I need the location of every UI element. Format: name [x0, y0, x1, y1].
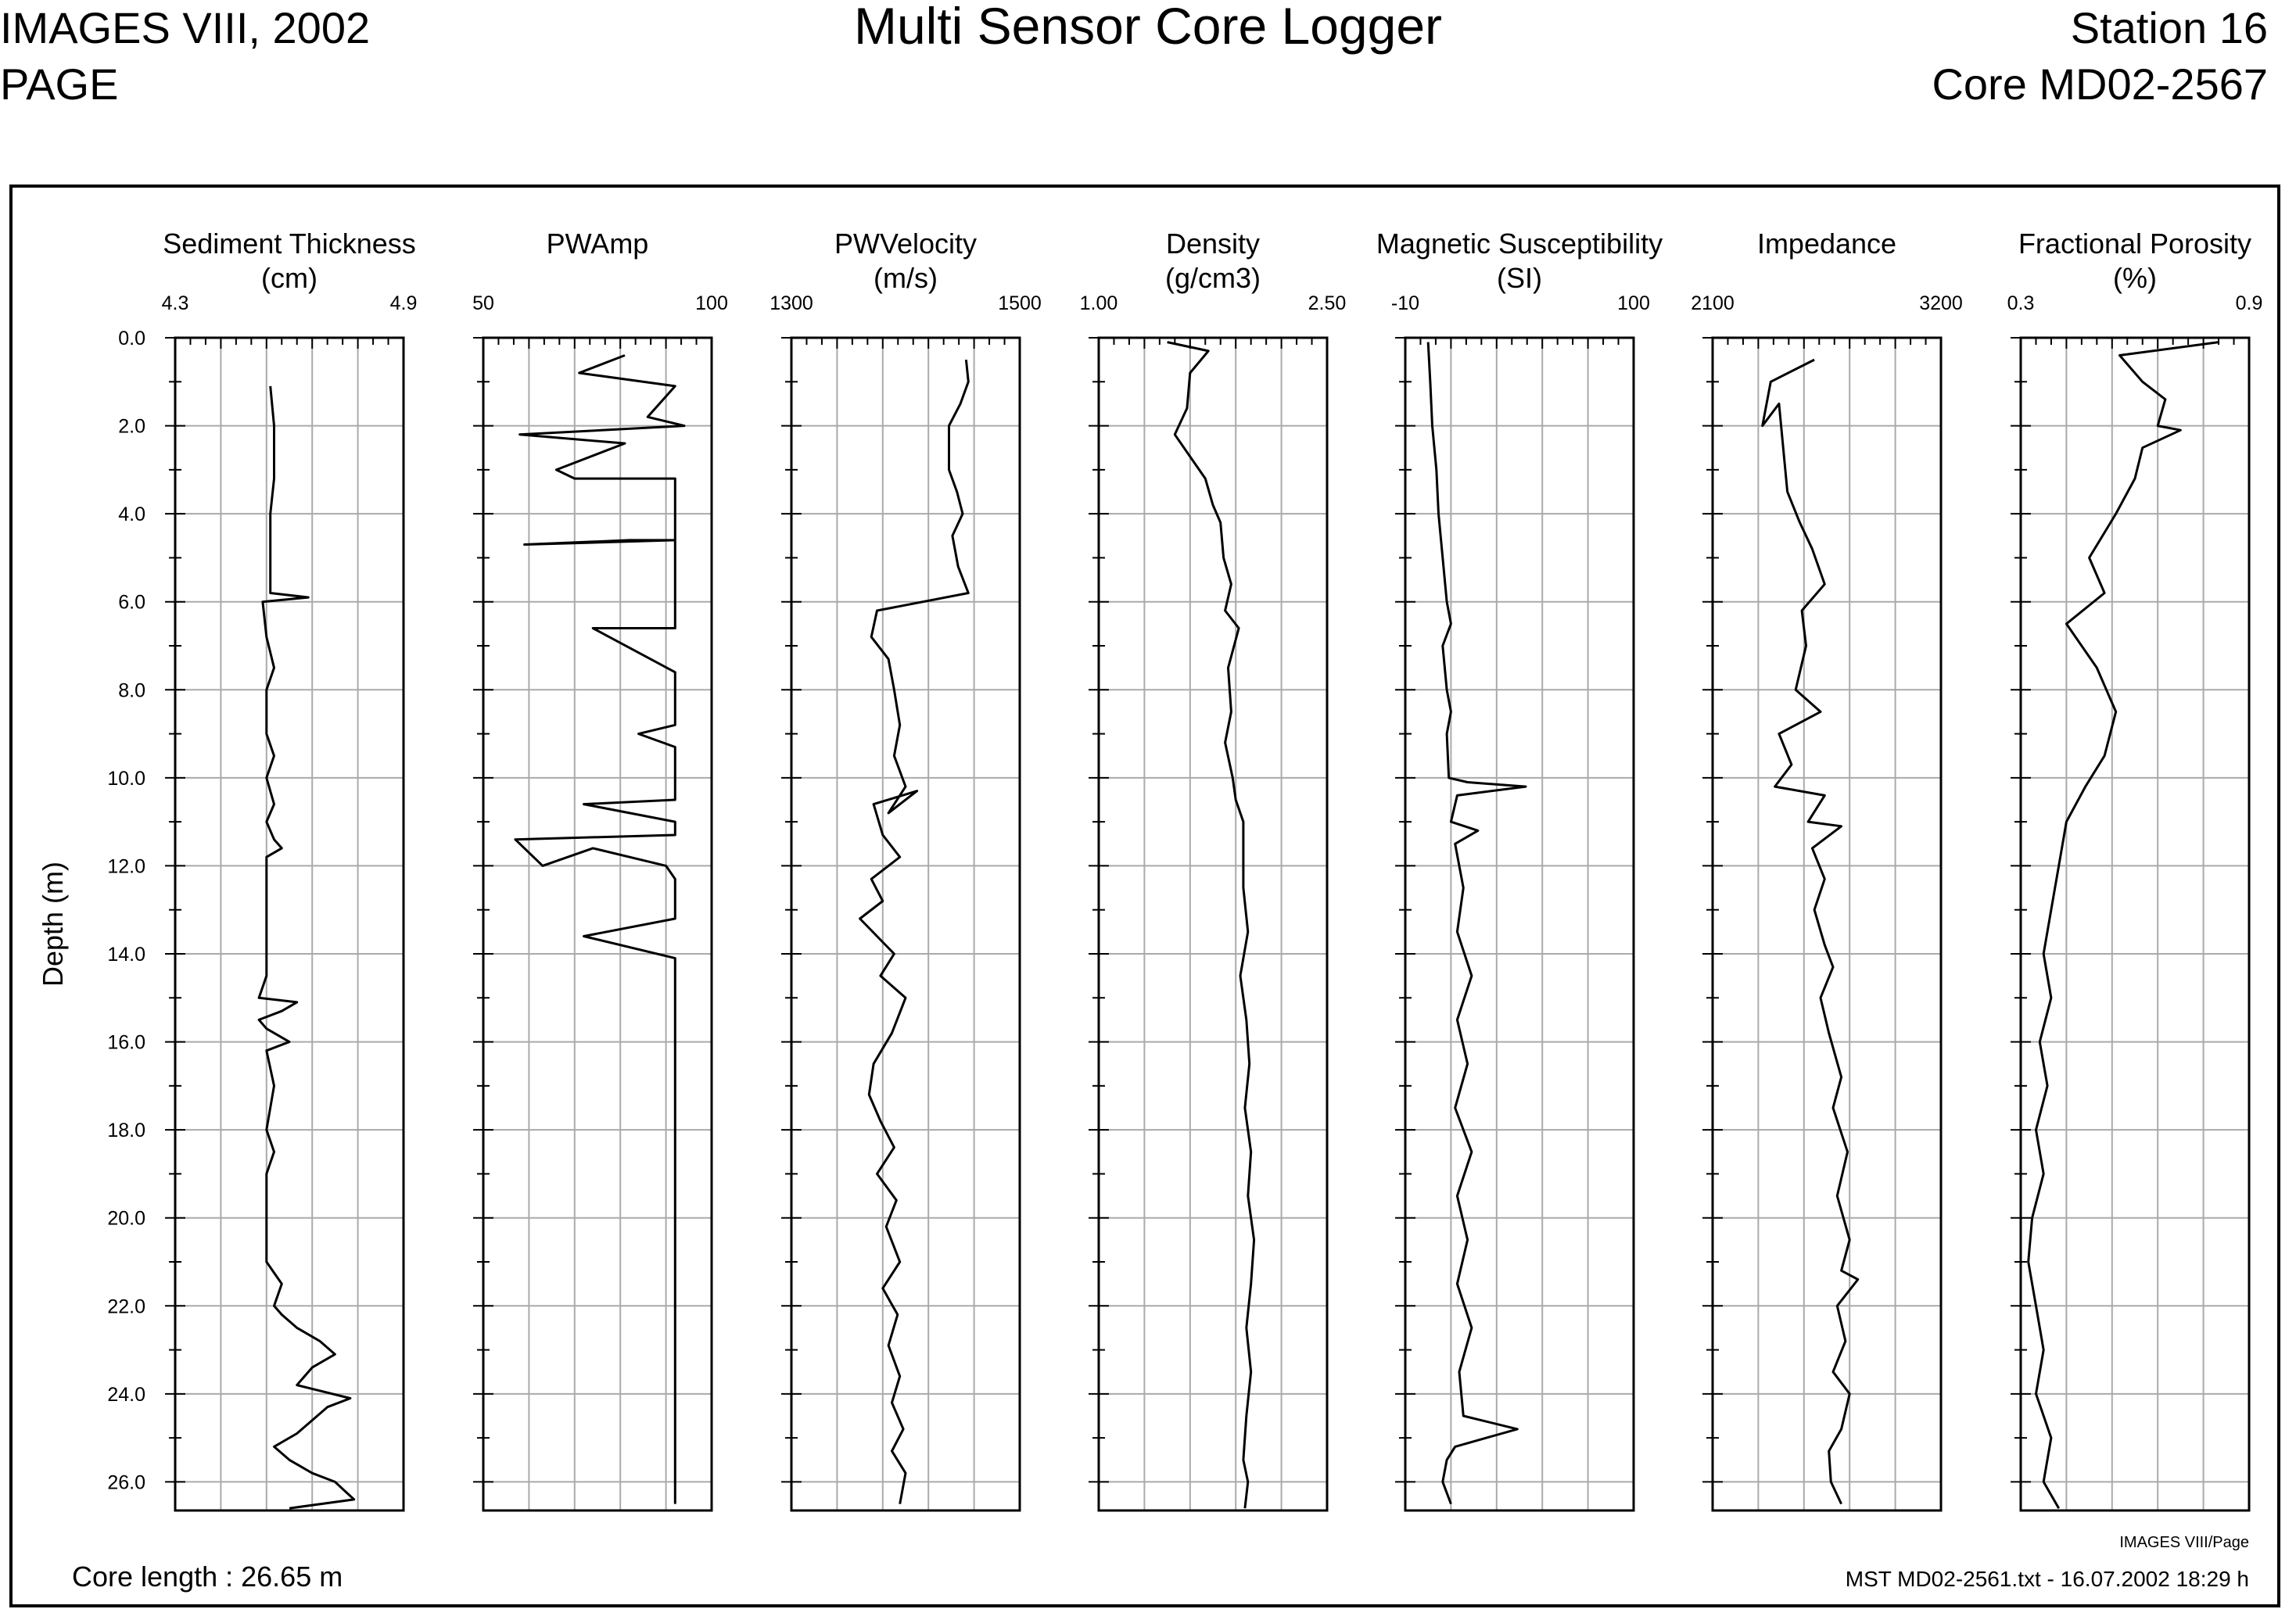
series-line-1 [514, 354, 686, 1504]
x-tick-label-min: 1300 [770, 292, 813, 314]
panel-border [1711, 336, 1943, 1512]
x-tick-label-max: 1500 [998, 292, 1042, 314]
panel-unit: (%) [2113, 262, 2157, 294]
y-tick-label: 6.0 [118, 592, 145, 614]
series-line-0 [257, 385, 356, 1510]
x-tick-label-max: 100 [1617, 292, 1650, 314]
core-length-label: Core length : 26.65 m [72, 1561, 343, 1593]
x-tick-label-max: 3200 [1919, 292, 1963, 314]
file-info-label: MST MD02-2561.txt - 16.07.2002 18:29 h [1845, 1567, 2249, 1591]
y-tick-label: 12.0 [107, 855, 145, 877]
panel-title: Sediment Thickness [163, 228, 416, 260]
series-line-4 [1426, 342, 1527, 1505]
y-tick-label: 14.0 [107, 944, 145, 966]
panel-unit: (SI) [1497, 262, 1542, 294]
y-tick-label: 16.0 [107, 1032, 145, 1054]
y-tick-label: 20.0 [107, 1208, 145, 1230]
panel-border [1404, 336, 1635, 1512]
series-line-5 [1761, 358, 1860, 1505]
panel-title: Magnetic Susceptibility [1376, 228, 1663, 260]
panel-title: PWVelocity [834, 228, 977, 260]
panel-title: Density [1166, 228, 1260, 260]
x-tick-label-max: 2.50 [1308, 292, 1347, 314]
x-tick-label-min: 50 [472, 292, 494, 314]
y-axis-label: Depth (m) [37, 862, 69, 987]
y-tick-label: 22.0 [107, 1295, 145, 1317]
y-tick-label: 2.0 [118, 416, 145, 438]
station-label: Station 16 [2070, 3, 2268, 52]
page-label: PAGE [0, 59, 119, 109]
panel-title: Fractional Porosity [2018, 228, 2251, 260]
panel-unit: (m/s) [874, 262, 938, 294]
y-tick-label: 0.0 [118, 328, 145, 349]
x-tick-label-min: 4.3 [162, 292, 189, 314]
panel-unit: (cm) [261, 262, 317, 294]
y-tick-label: 4.0 [118, 503, 145, 525]
panel-border [2019, 336, 2251, 1512]
x-tick-label-max: 0.9 [2236, 292, 2263, 314]
y-tick-label: 18.0 [107, 1120, 145, 1141]
cruise-label: IMAGES VIII, 2002 [0, 3, 371, 52]
panel-border [790, 336, 1021, 1512]
panel-title: Impedance [1757, 228, 1896, 260]
x-tick-label-min: -10 [1391, 292, 1419, 314]
panel-border [482, 336, 713, 1512]
panel-border [1097, 336, 1329, 1512]
chart-frame [9, 185, 2280, 1607]
y-tick-label: 26.0 [107, 1471, 145, 1493]
y-tick-label: 24.0 [107, 1384, 145, 1406]
x-tick-label-min: 1.00 [1080, 292, 1118, 314]
x-tick-label-min: 0.3 [2007, 292, 2035, 314]
y-tick-label: 8.0 [118, 679, 145, 701]
x-tick-label-min: 2100 [1691, 292, 1735, 314]
x-tick-label-max: 4.9 [390, 292, 418, 314]
series-line-3 [1167, 341, 1256, 1509]
series-line-2 [859, 359, 970, 1504]
panel-border [174, 336, 405, 1512]
x-tick-label-max: 100 [695, 292, 728, 314]
panel-title: PWAmp [547, 228, 649, 260]
core-label: Core MD02-2567 [1932, 59, 2268, 109]
panel-unit: (g/cm3) [1165, 262, 1261, 294]
images-page-label: IMAGES VIII/Page [2119, 1534, 2249, 1551]
chart-title: Multi Sensor Core Logger [853, 0, 1443, 55]
y-tick-label: 10.0 [107, 768, 145, 790]
series-line-6 [2027, 341, 2219, 1509]
